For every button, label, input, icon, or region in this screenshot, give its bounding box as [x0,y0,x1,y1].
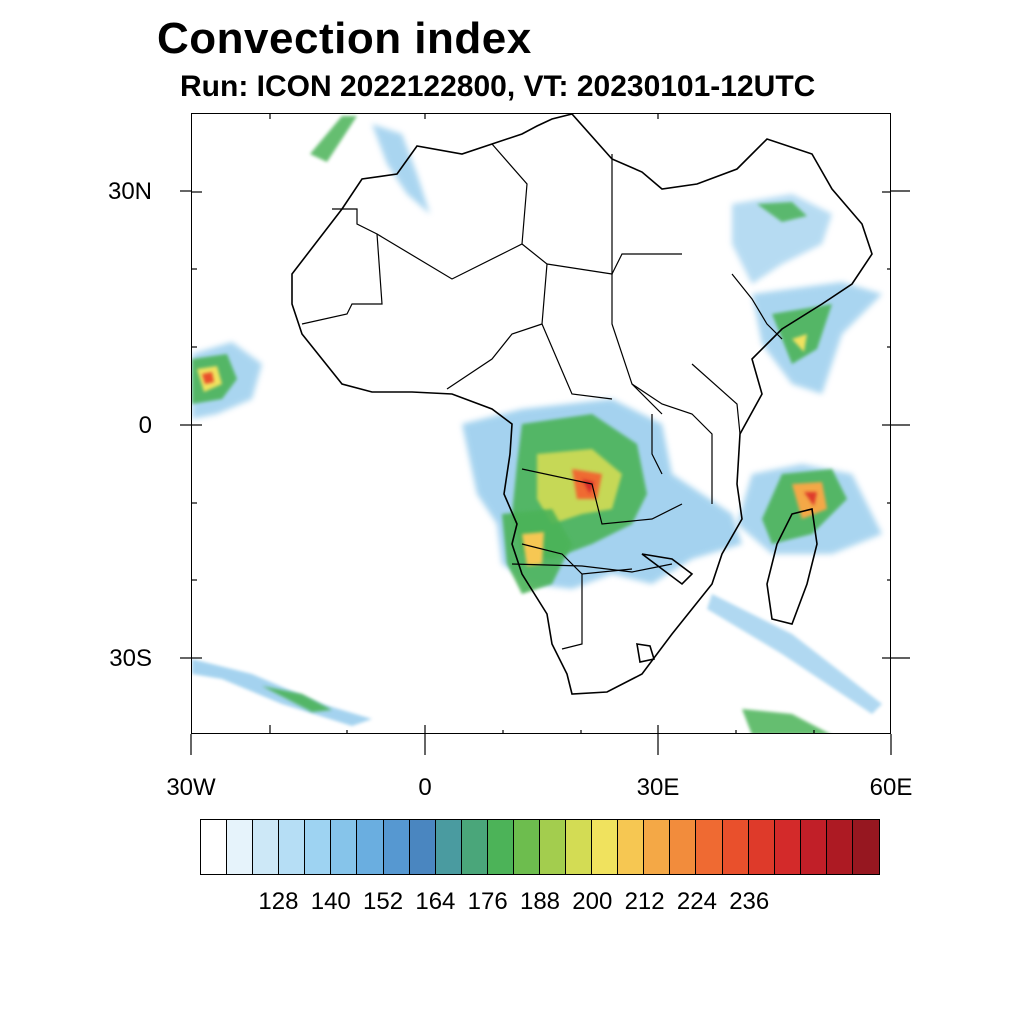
colorbar-swatch [670,820,697,874]
lon-label-60e: 60E [869,774,913,801]
field-patch [262,686,332,712]
colorbar-swatch [513,820,541,874]
lake-outline [641,553,694,586]
colorbar-swatch [357,820,384,874]
field-patch [310,116,357,162]
colorbar-swatch [748,820,775,874]
border-line [561,574,583,650]
border-line [301,208,383,325]
colorbar-tick-label: 212 [624,888,665,915]
border-line [521,468,683,525]
colorbar-swatch [383,820,410,874]
inner-ticks [192,114,890,733]
colorbar-swatch [696,820,723,874]
colorbar-tick-label: 152 [363,888,404,915]
lesotho-outline [636,643,656,663]
colorbar-swatch [852,820,880,874]
field-patch [742,709,829,733]
border-line [376,233,548,390]
colorbar-swatch [644,820,671,874]
border-line [611,253,682,275]
lon-label-30e: 30E [636,774,680,801]
colorbar-tick-label: 236 [729,888,770,915]
field-patch [522,532,544,566]
colorbar-swatch [618,820,645,874]
field-patch [202,372,214,384]
colorbar-swatch [331,820,358,874]
colorbar-swatch [487,820,514,874]
colorbar-tick-label: 164 [415,888,456,915]
colorbar-swatch [722,820,749,874]
field-patch [707,594,882,714]
lon-label-0: 0 [418,774,432,801]
colorbar-swatch [409,820,436,874]
colorbar-swatch [461,820,488,874]
chart-subtitle: Run: ICON 2022122800, VT: 20230101-12UTC [180,70,816,103]
border-line [546,154,613,275]
colorbar-swatch [540,820,567,874]
colorbar-tick-label: 140 [310,888,351,915]
field-patch [732,194,832,284]
lat-label-30n: 30N [107,178,152,205]
colorbar-swatch [253,820,280,874]
colorbar-tick-label: 224 [676,888,717,915]
border-line [631,383,713,504]
border-line [731,273,783,340]
colorbar-swatch [800,820,827,874]
colorbar-swatch [201,820,228,874]
colorbar-tick-label: 188 [519,888,561,915]
colorbar-swatch [227,820,254,874]
field-patch [772,304,832,364]
chart-title: Convection index [157,14,532,63]
colorbar-swatch [279,820,306,874]
border-line [541,323,613,400]
colorbar-swatch [566,820,593,874]
map-svg [192,114,890,733]
field-patch [804,492,817,506]
africa-coastline [291,114,873,695]
colorbar-tick-label: 128 [258,888,299,915]
field-patch [757,202,807,222]
madagascar-coastline [766,508,818,625]
lat-label-30s: 30S [109,645,152,672]
colorbar-swatch [774,820,801,874]
lon-label-30w: 30W [166,774,216,801]
border-line [521,543,633,575]
field-patch [792,334,807,352]
coastlines [291,114,873,695]
map-panel[interactable] [191,113,891,734]
colorbar [200,819,880,875]
colorbar-tick-label: 176 [467,888,508,915]
border-line [511,563,673,573]
colorbar-swatch [592,820,619,874]
border-line [611,274,663,415]
field-patch [792,482,827,519]
country-borders [301,143,783,650]
colorbar-tick-label: 200 [572,888,613,915]
border-line [491,143,528,245]
border-line [691,363,741,435]
colorbar-swatch [435,820,462,874]
colorbar-swatch [826,820,853,874]
border-line [651,414,663,475]
colorbar-swatch [305,820,332,874]
lat-label-0: 0 [138,412,152,439]
